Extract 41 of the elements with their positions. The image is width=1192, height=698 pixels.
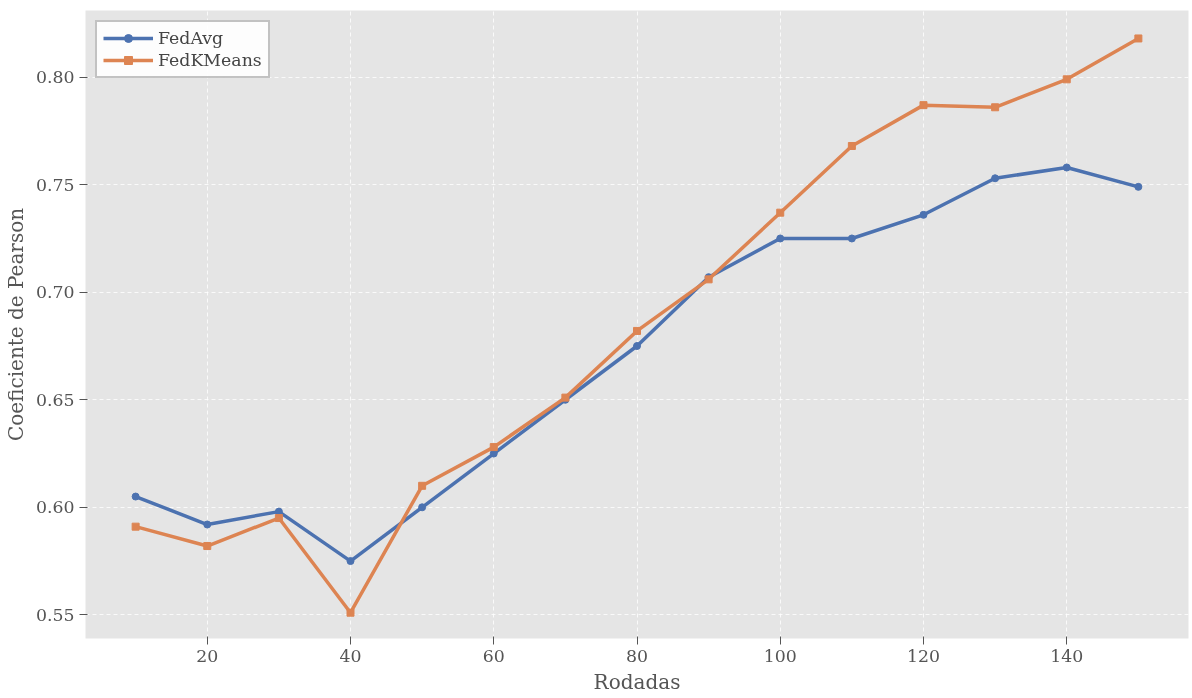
point [346, 608, 355, 617]
point [1062, 75, 1071, 84]
y-tick-label: 0.80 [35, 67, 75, 88]
y-tick-label: 0.60 [35, 497, 75, 518]
point [274, 514, 283, 523]
x-tick-label: 120 [906, 645, 941, 666]
point [1062, 163, 1071, 172]
y-axis-title: Coeficiente de Pearson [3, 207, 28, 442]
point [203, 520, 212, 529]
point [633, 326, 641, 335]
point [847, 141, 856, 150]
point [418, 503, 427, 512]
point [131, 492, 140, 501]
y-tick-label: 0.55 [35, 604, 75, 625]
y-tick-label: 0.65 [35, 389, 75, 410]
x-axis-title: Rodadas [593, 669, 681, 694]
x-tick-label: 100 [763, 645, 797, 666]
point [1134, 34, 1143, 43]
point [919, 101, 928, 110]
legend-label: FedKMeans [158, 50, 262, 70]
x-tick-label: 20 [196, 645, 219, 666]
point [919, 210, 928, 219]
point [1134, 182, 1143, 191]
x-tick-label: 40 [339, 645, 362, 666]
point [776, 208, 785, 217]
point [131, 522, 140, 531]
legend-label: FedAvg [158, 28, 224, 48]
x-tick-label: 140 [1050, 645, 1084, 666]
point [991, 174, 1000, 183]
point [847, 234, 856, 243]
point [203, 542, 212, 551]
point [991, 103, 1000, 112]
x-tick-label: 60 [482, 645, 505, 666]
point [346, 557, 355, 566]
point [489, 443, 498, 452]
point [776, 234, 785, 243]
y-tick-label: 0.70 [35, 282, 75, 303]
point [418, 481, 427, 490]
x-tick-label: 80 [625, 645, 649, 666]
point [633, 342, 641, 350]
y-tick-label: 0.75 [35, 174, 75, 195]
